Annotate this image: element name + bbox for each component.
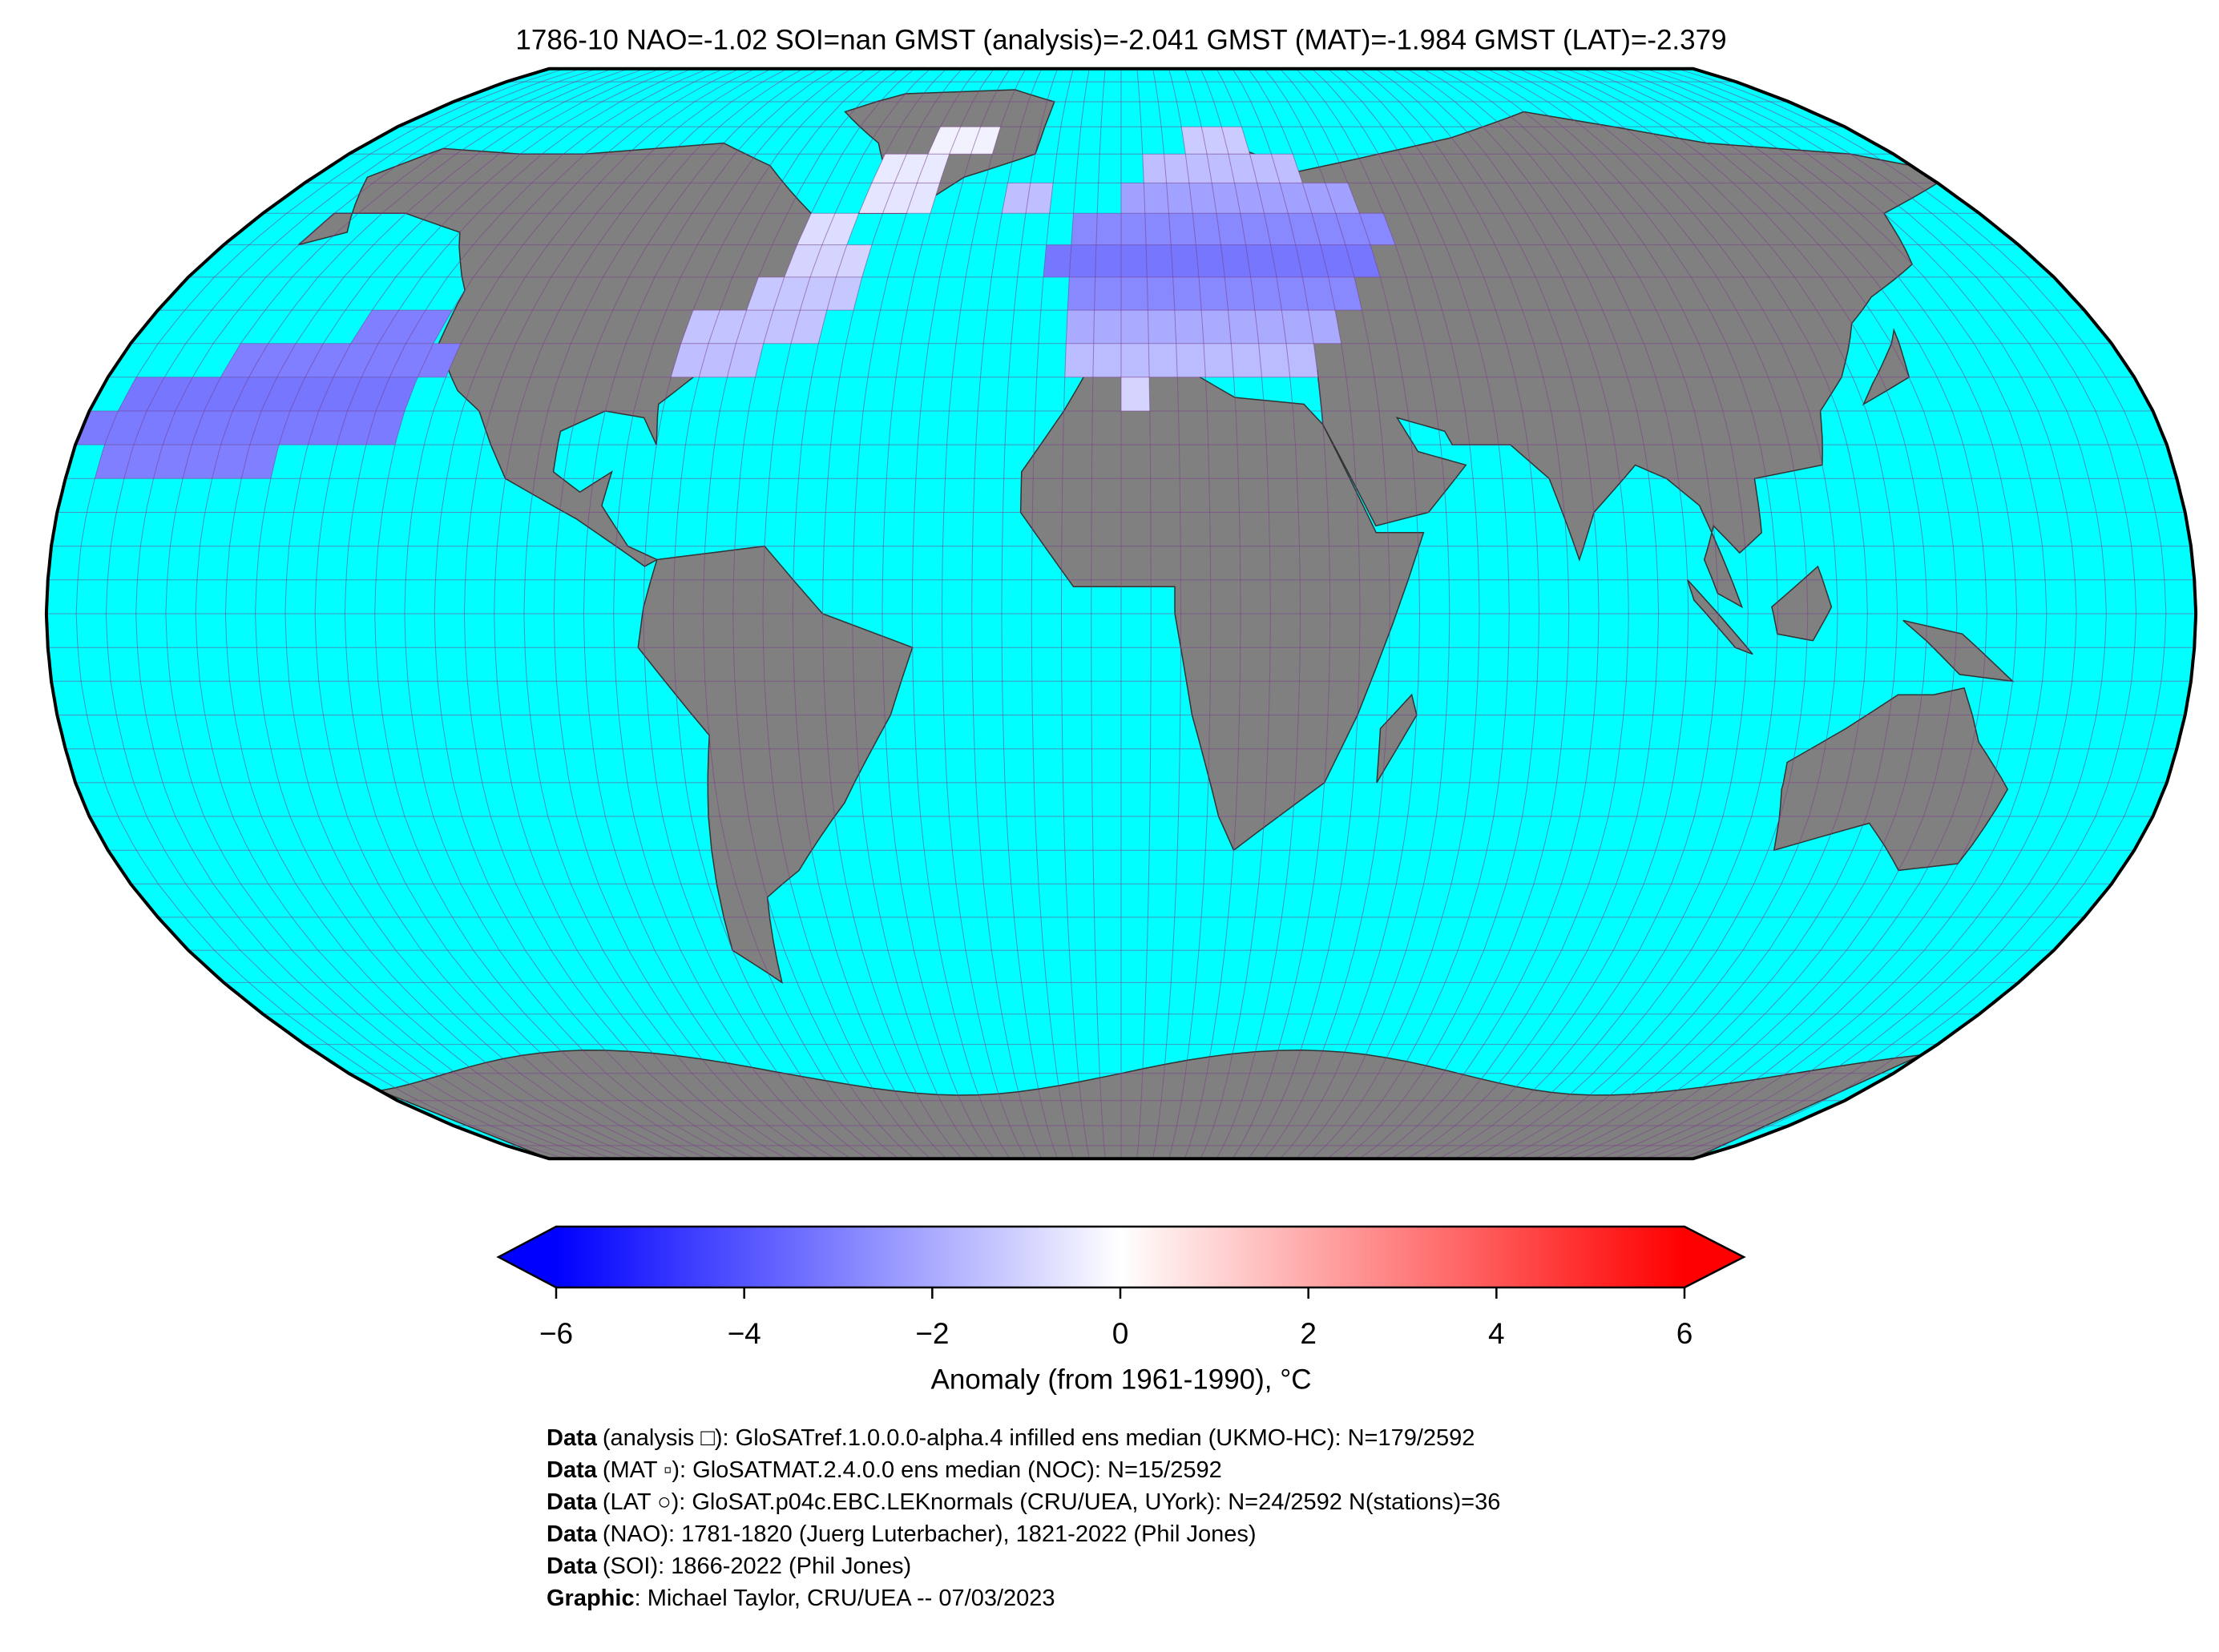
footer-text: (NAO): 1781-1820 (Juerg Luterbacher), 18… [603,1521,1257,1547]
anomaly-cell [1064,343,1318,377]
anomaly-cell [1043,244,1381,277]
footer-text: (analysis □): GloSATref.1.0.0.0-alpha.4 … [603,1425,1475,1451]
colorbar-extend-max [1684,1227,1744,1287]
anomaly-cell [1142,154,1303,183]
anomaly-cell [1071,213,1396,245]
footer-text: (MAT ▫): GloSATMAT.2.4.0.0 ens median (N… [603,1457,1222,1483]
anomaly-cell [928,127,1001,155]
map-outline [44,66,2198,1161]
anomaly-cell [118,377,418,411]
anomaly-cell [350,310,453,344]
footer-line: Data (LAT ○): GloSAT.p04c.EBC.LEKnormals … [547,1489,1500,1515]
anomaly-cell [680,310,827,344]
colorbar-label: Anomaly (from 1961-1990), °C [930,1364,1311,1395]
colorbar-tick-label: 2 [1300,1317,1317,1350]
colorbar-tick-label: −2 [915,1317,949,1350]
land [1862,328,1910,406]
footer-line: Data (SOI): 1866-2022 (Phil Jones) [547,1553,911,1579]
colorbar-extend-min [498,1227,556,1287]
footer-label: Data [547,1425,598,1451]
footer-line: Data (analysis □): GloSATref.1.0.0.0-alph… [547,1425,1475,1451]
colorbar-tick-label: 6 [1676,1317,1693,1350]
colorbar-tick-label: −4 [728,1317,761,1350]
map [44,66,2198,1161]
land [1771,565,1833,642]
anomaly-cell [1066,310,1341,344]
land [1376,693,1418,784]
anomaly-cell [95,445,279,479]
footer: Data (analysis □): GloSATref.1.0.0.0-alph… [547,1425,1500,1611]
footer-text: : Michael Taylor, CRU/UEA -- 07/03/2023 [635,1586,1055,1611]
colorbar-tick-label: 4 [1488,1317,1505,1350]
footer-label: Graphic [547,1586,635,1611]
footer-text: (SOI): 1866-2022 (Phil Jones) [603,1553,911,1579]
anomaly-cell [1121,183,1360,214]
anomaly-cell [1067,276,1362,311]
anomaly-cell [858,183,940,214]
anomaly-cell [1002,183,1054,214]
anomaly-cell [871,154,950,183]
anomaly-cell [75,411,405,445]
footer-label: Data [547,1489,598,1515]
footer-line: Data (MAT ▫): GloSATMAT.2.4.0.0 ens media… [547,1457,1222,1483]
anomaly-cell [746,276,862,311]
map-title: 1786-10 NAO=-1.02 SOI=nan GMST (analysis… [515,24,1726,55]
land [377,1050,1922,1159]
anomaly-cell [797,213,859,245]
footer-line: Data (NAO): 1781-1820 (Juerg Luterbacher)… [547,1521,1257,1547]
colorbar-gradient [556,1227,1684,1287]
footer-label: Data [547,1521,598,1547]
anomaly-cell [1121,377,1150,411]
anomaly-cell [671,343,764,377]
colorbar-tick-label: 0 [1112,1317,1129,1350]
anomaly-cell [1181,127,1250,155]
anomaly-cell [784,244,872,277]
footer-label: Data [547,1553,598,1579]
footer-line: Graphic: Michael Taylor, CRU/UEA -- 07/0… [547,1586,1055,1611]
footer-text: (LAT ○): GloSAT.p04c.EBC.LEKnormals (CRU… [603,1489,1501,1515]
colorbar: −6 −4 −2 0 2 4 6 [496,1225,1746,1350]
colorbar-tick-label: −6 [539,1317,573,1350]
anomaly-cell [220,343,461,377]
footer-label: Data [547,1457,598,1483]
land [1902,619,2015,683]
